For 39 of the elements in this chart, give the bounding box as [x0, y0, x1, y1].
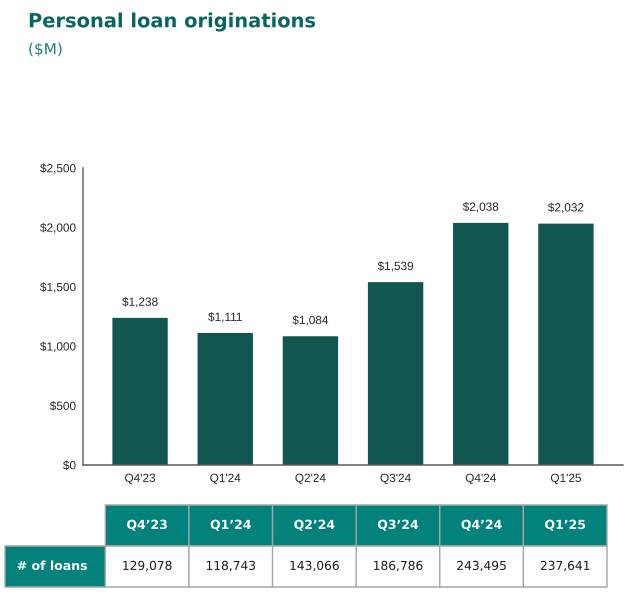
y-tick-label: $1,500 [40, 282, 76, 293]
data-label: $1,539 [378, 261, 414, 272]
chart-title: Personal loan originations [30, 12, 316, 32]
y-tick-label: $2,500 [40, 164, 76, 174]
data-label: 237,641 [540, 560, 590, 572]
y-tick-label: $500 [50, 401, 76, 411]
category-label: Q2’24 [294, 520, 335, 531]
data-label: $1,084 [292, 315, 328, 326]
x-tick-label: Q1'24 [210, 474, 240, 484]
data-label: $2,032 [548, 202, 584, 213]
bar [453, 222, 508, 465]
data-label: 118,743 [206, 560, 256, 572]
data-label: 129,078 [123, 560, 172, 572]
bar [538, 224, 594, 465]
category-label: Q1’25 [545, 520, 586, 531]
bar [368, 282, 424, 465]
bar [198, 333, 253, 465]
x-tick-label: Q4'23 [125, 474, 156, 484]
data-label: 243,495 [457, 560, 506, 572]
category-label: Q3’24 [378, 520, 418, 531]
bar [282, 336, 338, 465]
x-tick-label: Q2'24 [295, 474, 326, 484]
y-tick-label: $1,000 [40, 342, 76, 352]
y-tick-label: $0 [63, 460, 76, 470]
series-label: # of loans [18, 560, 87, 570]
bar [112, 318, 168, 465]
data-label: $1,238 [122, 297, 158, 308]
data-label: $2,038 [462, 202, 498, 212]
data-label: 143,066 [290, 560, 339, 572]
x-tick-label: Q4'24 [466, 474, 496, 484]
data-label: 186,786 [374, 560, 422, 572]
category-label: Q1’24 [210, 520, 251, 531]
x-tick-label: Q3'24 [380, 474, 411, 484]
chart-subtitle: ($M) [29, 42, 62, 56]
y-tick-label: $2,000 [40, 222, 76, 234]
x-tick-label: Q1'25 [550, 474, 582, 484]
category-label: Q4’23 [127, 520, 167, 531]
category-label: Q4’24 [461, 520, 502, 531]
data-label: $1,111 [208, 312, 242, 322]
